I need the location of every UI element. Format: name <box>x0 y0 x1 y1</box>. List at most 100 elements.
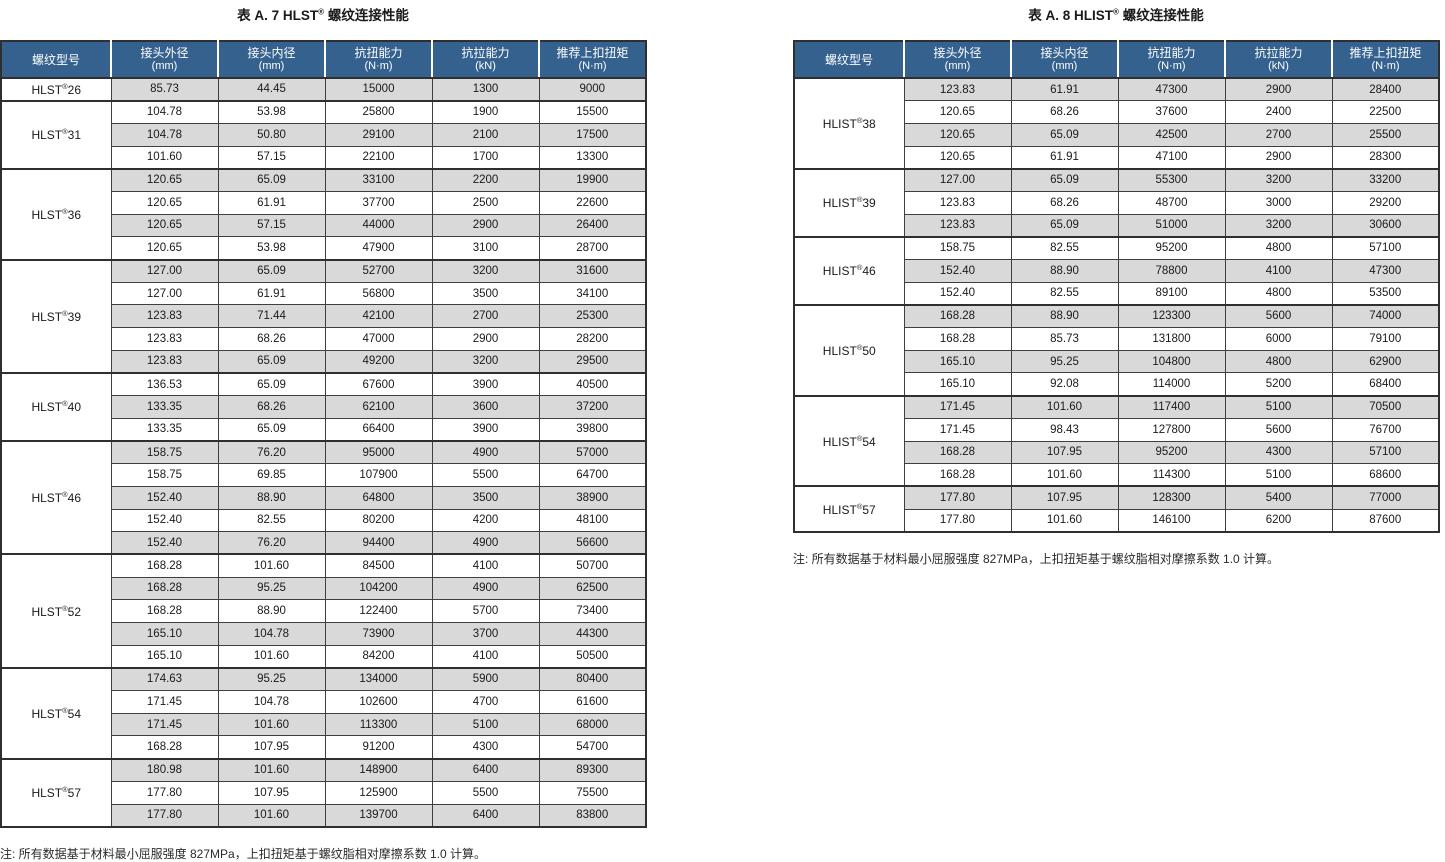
table-cell: 131800 <box>1117 327 1225 351</box>
table-cell: 177.80 <box>110 803 218 827</box>
table-cell: 2100 <box>431 122 539 147</box>
table-cell: 65.09 <box>217 371 325 396</box>
table-cell: 104.78 <box>110 99 218 124</box>
table-cell: 68.26 <box>217 327 325 351</box>
table-row: 152.40 82.55 80200 4200 48100 <box>1 508 646 532</box>
registered-mark: ® <box>62 603 68 613</box>
table-row: 168.28 85.73 131800 6000 79100 <box>794 327 1439 351</box>
table-cell: 95.25 <box>217 666 325 691</box>
table-cell: 174.63 <box>110 666 218 691</box>
table-cell: 73900 <box>324 622 432 646</box>
table-row: HLST®40 136.53 65.09 67600 3900 40500 <box>1 371 646 441</box>
table-cell: 152.40 <box>110 485 218 510</box>
registered-mark: ® <box>62 127 68 137</box>
table-cell: 107.95 <box>1010 440 1118 464</box>
table-cell: 68400 <box>1331 372 1439 396</box>
table-cell: 83800 <box>538 803 646 827</box>
table-cell: 120.65 <box>110 236 218 260</box>
table-cell: 3000 <box>1224 190 1332 215</box>
table-cell: 22600 <box>538 190 646 215</box>
table-cell: 104200 <box>324 576 432 600</box>
table-a7-title: 表 A. 7 HLST® 螺纹连接性能 <box>0 0 646 40</box>
table-cell: 65.09 <box>1010 122 1118 147</box>
table-cell: 165.10 <box>903 349 1011 373</box>
table-cell: 165.10 <box>110 644 218 668</box>
table-cell: 57000 <box>538 440 646 464</box>
table-cell: 64800 <box>324 485 432 510</box>
table-cell: 29200 <box>1331 190 1439 215</box>
table-cell: 5900 <box>431 666 539 691</box>
table-row: 123.83 68.26 48700 3000 29200 <box>794 190 1439 215</box>
table-cell: 123.83 <box>110 327 218 351</box>
table-row: 123.83 71.44 42100 2700 25300 <box>1 304 646 328</box>
table-cell: 53500 <box>1331 281 1439 305</box>
table-cell: 57.15 <box>217 213 325 237</box>
model-cell: HLST®36 <box>1 167 111 260</box>
table-cell: 75500 <box>538 780 646 804</box>
table-cell: 148900 <box>324 757 432 782</box>
registered-mark: ® <box>62 81 68 91</box>
table-cell: 127.00 <box>903 167 1011 192</box>
table-cell: 65.09 <box>217 349 325 373</box>
table-cell: 31600 <box>538 258 646 283</box>
table-cell: 4800 <box>1224 235 1332 260</box>
table-cell: 152.40 <box>903 281 1011 305</box>
table-cell: 133.35 <box>110 417 218 441</box>
table-cell: 82.55 <box>1010 281 1118 305</box>
table-cell: 95000 <box>324 440 432 464</box>
table-cell: 101.60 <box>217 803 325 827</box>
table-cell: 2700 <box>1224 122 1332 147</box>
table-cell: 3100 <box>431 236 539 260</box>
table-row: HLIST®57 177.80 107.95 128300 5400 77000 <box>794 485 1439 532</box>
table-cell: 25800 <box>324 99 432 124</box>
table-row: 120.65 68.26 37600 2400 22500 <box>794 100 1439 124</box>
table-cell: 2900 <box>431 327 539 351</box>
table-cell: 29100 <box>324 122 432 147</box>
table-cell: 15000 <box>324 77 432 101</box>
table-cell: 168.28 <box>110 735 218 759</box>
table-cell: 76.20 <box>217 531 325 555</box>
table-cell: 1300 <box>431 77 539 101</box>
column-header: 抗扭能力 (N·m) <box>1117 41 1225 79</box>
table-a8-panel: 表 A. 8 HLIST® 螺纹连接性能 螺纹型号 接头外径 (mm) 接头内径 (mm… <box>793 0 1440 567</box>
table-cell: 3500 <box>431 281 539 305</box>
table-cell: 114000 <box>1117 372 1225 396</box>
table-cell: 25300 <box>538 304 646 328</box>
table-cell: 4900 <box>431 440 539 464</box>
table-cell: 28200 <box>538 327 646 351</box>
table-cell: 168.28 <box>903 303 1011 328</box>
table-row: 165.10 104.78 73900 3700 44300 <box>1 622 646 646</box>
table-cell: 4800 <box>1224 349 1332 373</box>
table-row: HLST®46 158.75 76.20 95000 4900 57000 <box>1 439 646 555</box>
table-a7-title-post: 螺纹连接性能 <box>324 8 409 23</box>
table-cell: 53.98 <box>217 236 325 260</box>
table-cell: 50.80 <box>217 122 325 147</box>
table-row: 104.78 50.80 29100 2100 17500 <box>1 122 646 147</box>
table-row: 177.80 101.60 139700 6400 83800 <box>1 803 646 827</box>
table-row: 101.60 57.15 22100 1700 13300 <box>1 145 646 169</box>
table-row: HLST®39 127.00 65.09 52700 3200 31600 <box>1 258 646 373</box>
table-row: 168.28 101.60 114300 5100 68600 <box>794 463 1439 487</box>
table-row: 133.35 68.26 62100 3600 37200 <box>1 395 646 419</box>
table-row: HLIST®50 168.28 88.90 123300 5600 74000 <box>794 303 1439 396</box>
table-cell: 168.28 <box>110 576 218 600</box>
column-header: 抗扭能力 (N·m) <box>324 41 432 79</box>
table-cell: 158.75 <box>903 235 1011 260</box>
table-cell: 168.28 <box>903 463 1011 487</box>
table-cell: 123300 <box>1117 303 1225 328</box>
table-cell: 91200 <box>324 735 432 759</box>
model-cell: HLIST®50 <box>794 303 904 396</box>
table-row: HLST®57 180.98 101.60 148900 6400 89300 <box>1 757 646 827</box>
table-cell: 3900 <box>431 417 539 441</box>
registered-mark: ® <box>1113 7 1119 17</box>
table-cell: 5500 <box>431 780 539 804</box>
registered-mark: ® <box>62 705 68 715</box>
registered-mark: ® <box>62 490 68 500</box>
table-cell: 133.35 <box>110 395 218 419</box>
table-cell: 2900 <box>431 213 539 237</box>
table-cell: 98.43 <box>1010 417 1118 441</box>
table-cell: 168.28 <box>110 553 218 578</box>
registered-mark: ® <box>62 308 68 318</box>
table-cell: 95.25 <box>1010 349 1118 373</box>
